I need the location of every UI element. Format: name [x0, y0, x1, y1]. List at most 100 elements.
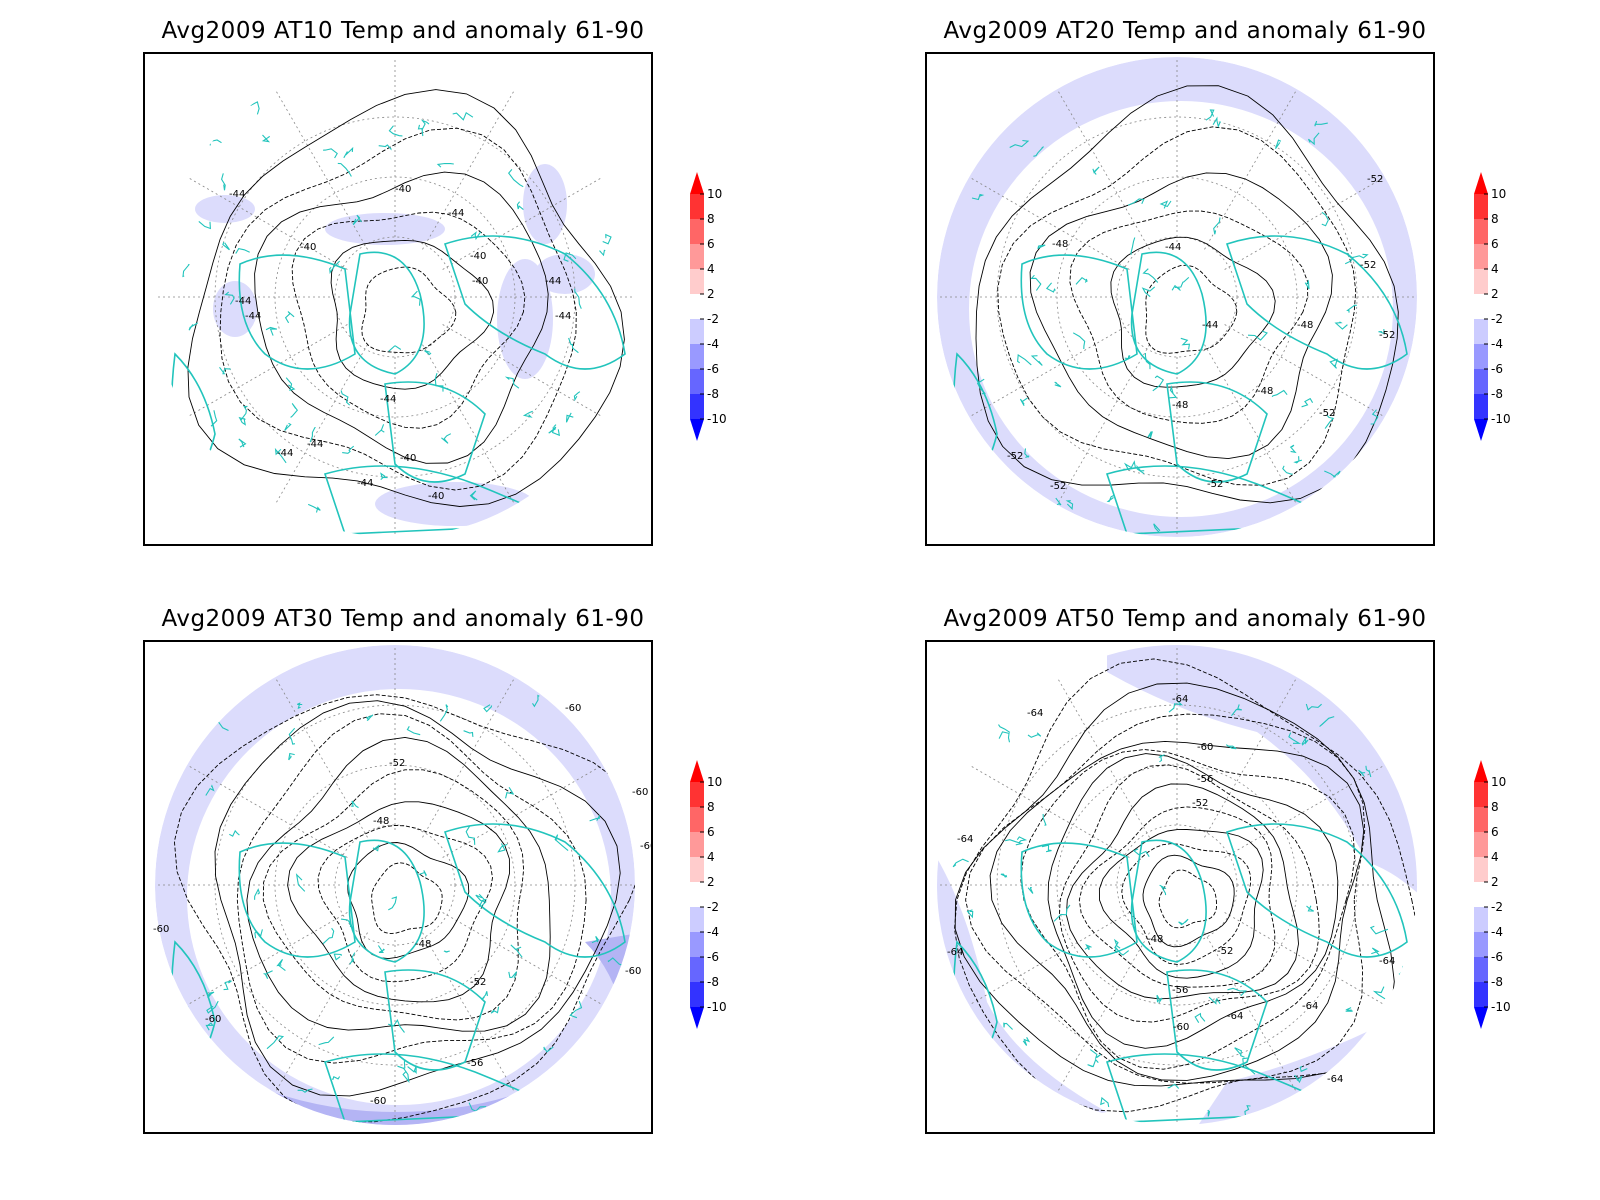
colorbar-tick-label: -6	[1491, 362, 1503, 376]
coastline	[1365, 765, 1372, 778]
temperature-contour	[954, 658, 1417, 1113]
coastline	[1087, 1058, 1099, 1068]
coastline	[1314, 120, 1328, 127]
contour-label: -52	[1007, 451, 1023, 462]
contour-label: -64	[1227, 1011, 1243, 1022]
temperature-contour	[965, 713, 1366, 1084]
coastline	[1158, 754, 1165, 763]
coastline	[1344, 252, 1354, 265]
contour-label: -52	[1050, 481, 1066, 492]
meridian-line	[422, 88, 516, 250]
colorbar-swatch	[690, 832, 704, 857]
meridian-line	[1224, 764, 1386, 858]
coastline	[1166, 381, 1268, 483]
coastline	[1159, 200, 1172, 209]
colorbar-swatch	[690, 932, 704, 957]
contour-label: -64	[1172, 694, 1188, 705]
coastline	[1180, 337, 1191, 350]
coastline	[238, 438, 247, 448]
colorbar-arrow-top	[1474, 172, 1488, 194]
contour-label: -52	[389, 758, 405, 769]
anomaly-patch	[523, 164, 567, 244]
temperature-contour	[361, 266, 457, 354]
coastline	[952, 858, 969, 868]
coastline	[573, 391, 581, 402]
coastline	[1227, 987, 1247, 997]
map-disk	[155, 645, 635, 1125]
contour-label: -52	[1192, 798, 1208, 809]
coastline	[508, 971, 518, 979]
contour-label: -64	[1027, 708, 1043, 719]
meridian-line	[1056, 676, 1150, 838]
colorbar-swatch	[690, 882, 704, 907]
coastline	[569, 1001, 583, 1019]
coastline	[1294, 1074, 1303, 1084]
coastline	[372, 844, 380, 852]
coastline	[1329, 358, 1339, 369]
coastline	[235, 247, 250, 254]
coastline	[1130, 839, 1207, 963]
coastline	[532, 694, 540, 708]
anomaly-patch	[1107, 645, 1417, 902]
coastline	[1298, 522, 1308, 532]
coastline	[439, 704, 449, 722]
temperature-contour	[187, 89, 625, 507]
colorbar: 10 8 6 4 2 -2 -4 -6 -8 -10	[688, 172, 768, 472]
coastline	[1352, 253, 1369, 259]
colorbar-tick-label: -8	[707, 387, 719, 401]
temperature-contour	[1098, 829, 1264, 979]
contour-label: -52	[1217, 946, 1233, 957]
coastline	[276, 959, 286, 972]
coastline	[407, 1065, 417, 1075]
colorbar-swatch	[690, 269, 704, 294]
coastline	[1358, 769, 1366, 777]
coastline	[337, 162, 352, 177]
coastline	[238, 416, 246, 426]
meridian-line	[968, 912, 1130, 1006]
polar-map: -48 -44 -44 -48 -48 -48 -52 -52 -52 -52 -52 -52 -52	[925, 52, 1435, 546]
anomaly-patch	[325, 213, 445, 245]
coastline	[1027, 887, 1034, 894]
contour-label: -40	[300, 242, 316, 253]
contour-label: -52	[470, 977, 486, 988]
coastline	[990, 720, 1011, 733]
temperature-contour	[1158, 869, 1218, 929]
colorbar-swatch	[690, 369, 704, 394]
coastline	[284, 311, 295, 324]
coastline	[329, 260, 341, 274]
coastline	[554, 834, 569, 852]
coastline	[384, 381, 486, 483]
coastline	[1003, 1022, 1013, 1030]
coastline	[1293, 456, 1303, 464]
contour-label: -40	[400, 453, 416, 464]
coastline	[1042, 813, 1047, 826]
coastline	[388, 1019, 405, 1033]
coastline	[193, 697, 202, 707]
anomaly-patch	[535, 254, 595, 294]
coastline	[1000, 873, 1008, 878]
colorbar-tick-label: 6	[707, 237, 715, 251]
coastline	[418, 870, 427, 877]
contour-label: -52	[1207, 479, 1223, 490]
meridian-line	[1056, 932, 1150, 1094]
coastline	[1289, 444, 1297, 454]
contour-label: -40	[395, 184, 411, 195]
colorbar-tick-label: -10	[707, 1000, 727, 1014]
coastline	[261, 134, 271, 143]
coastline	[1378, 329, 1385, 335]
coastline	[1205, 109, 1215, 121]
temperature-contour	[236, 713, 587, 1064]
coastline	[198, 220, 212, 230]
polar-map: -64 -64 -60 -56 -52 -64 -48 -52 -64 -56 -64 -64 -60 -…	[925, 640, 1435, 1134]
colorbar-tick-label: 6	[1491, 825, 1499, 839]
coastline	[1136, 464, 1145, 475]
coastline	[548, 426, 557, 434]
colorbar-tick-label: -4	[1491, 925, 1503, 939]
coastline	[274, 447, 287, 464]
coastline	[1127, 198, 1145, 206]
coastline	[565, 412, 574, 423]
contour-label: -48	[1297, 320, 1313, 331]
coastline	[1393, 460, 1409, 469]
coastline	[340, 390, 351, 406]
contour-label: -48	[1257, 386, 1273, 397]
